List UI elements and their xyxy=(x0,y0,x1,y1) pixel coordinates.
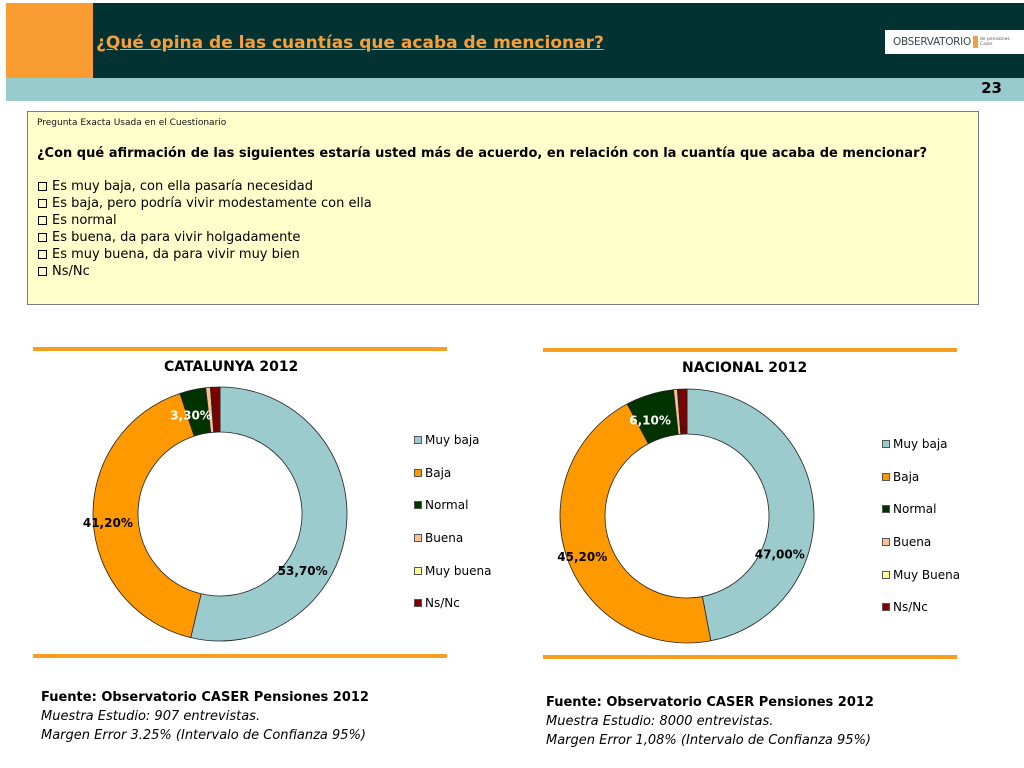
legend-item: Ns/Nc xyxy=(414,587,491,620)
legend-label: Muy baja xyxy=(893,437,948,452)
source-margin: Margen Error 3.25% (Intervalo de Confian… xyxy=(41,728,366,743)
legend-label: Baja xyxy=(425,465,452,480)
donut-slice-baja xyxy=(92,392,202,639)
option-label: Es baja, pero podría vivir modestamente … xyxy=(52,196,372,211)
legend-label: Normal xyxy=(425,498,469,513)
page-number: 23 xyxy=(981,79,1002,97)
legend-item: Baja xyxy=(414,457,491,490)
donut-slice-muy-baja xyxy=(190,386,348,642)
legend-item: Muy baja xyxy=(882,428,960,461)
donut-slice-muy-baja xyxy=(686,388,815,642)
question-option: Es muy buena, da para vivir muy bien xyxy=(37,246,969,263)
legend-label: Normal xyxy=(893,502,937,517)
question-option: Es muy baja, con ella pasaría necesidad xyxy=(37,178,969,195)
legend-swatch-icon xyxy=(882,570,890,579)
legend-label: Ns/Nc xyxy=(893,600,928,615)
slide-title[interactable]: ¿Qué opina de las cuantías que acaba de … xyxy=(96,33,604,53)
legend-swatch-icon xyxy=(414,436,422,445)
logo-text: OBSERVATORIO xyxy=(893,36,971,48)
data-label-baja: 45,20% xyxy=(557,550,607,564)
data-label-baja: 41,20% xyxy=(83,516,133,530)
source-sample: Muestra Estudio: 907 entrevistas. xyxy=(41,709,261,724)
legend-label: Muy buena xyxy=(425,563,492,578)
legend-swatch-icon xyxy=(882,440,890,449)
question-options: Es muy baja, con ella pasaría necesidad … xyxy=(37,178,969,280)
legend-item: Muy Buena xyxy=(882,558,960,591)
observatorio-logo: OBSERVATORIO de pensiones Caser xyxy=(885,30,1024,54)
chart-title-nacional: NACIONAL 2012 xyxy=(682,360,808,376)
source-sample: Muestra Estudio: 8000 entrevistas. xyxy=(546,714,774,729)
legend-item: Normal xyxy=(882,493,960,526)
legend-catalunya: Muy baja Baja Normal Buena Muy buena Ns/Nc xyxy=(414,424,491,620)
legend-swatch-icon xyxy=(414,468,422,477)
donut-slice-ns-nc xyxy=(677,388,688,435)
question-text: ¿Con qué afirmación de las siguientes es… xyxy=(37,146,928,161)
checkbox-icon xyxy=(38,216,47,225)
chart-top-rule xyxy=(33,347,447,351)
donut-chart-nacional: 47,00% 45,20% 6,10% xyxy=(557,388,815,644)
donut-slice-ns-nc xyxy=(210,386,221,433)
legend-item: Buena xyxy=(414,522,491,555)
legend-label: Baja xyxy=(893,469,920,484)
donut-chart-catalunya: 53,70% 41,20% 3,30% xyxy=(83,386,348,642)
header-bar xyxy=(93,3,1024,78)
logo-sub-line1: de pensiones xyxy=(979,37,1010,42)
data-label-normal: 3,30% xyxy=(170,409,212,423)
chart-title-catalunya: CATALUNYA 2012 xyxy=(164,359,299,375)
data-label-normal: 6,10% xyxy=(629,413,671,427)
legend-item: Muy buena xyxy=(414,554,491,587)
legend-swatch-icon xyxy=(414,501,422,510)
question-caption: Pregunta Exacta Usada en el Cuestionario xyxy=(37,118,227,128)
legend-swatch-icon xyxy=(882,505,890,514)
legend-item: Buena xyxy=(882,526,960,559)
legend-item: Baja xyxy=(882,461,960,494)
data-label-muy-baja: 53,70% xyxy=(278,564,328,578)
legend-item: Normal xyxy=(414,489,491,522)
chart-bottom-rule xyxy=(33,654,447,658)
source-nacional: Fuente: Observatorio CASER Pensiones 201… xyxy=(546,693,874,750)
legend-swatch-icon xyxy=(414,599,422,608)
legend-item: Ns/Nc xyxy=(882,591,960,624)
header-band xyxy=(6,78,1024,101)
legend-swatch-icon xyxy=(882,603,890,612)
legend-label: Muy baja xyxy=(425,433,480,448)
option-label: Es muy buena, da para vivir muy bien xyxy=(52,247,300,262)
legend-label: Muy Buena xyxy=(893,567,961,582)
legend-swatch-icon xyxy=(414,566,422,575)
legend-swatch-icon xyxy=(414,534,422,543)
chart-top-rule xyxy=(543,348,957,352)
question-box: Pregunta Exacta Usada en el Cuestionario… xyxy=(27,111,979,305)
logo-subtext: de pensiones Caser xyxy=(980,37,1010,47)
legend-swatch-icon xyxy=(882,538,890,547)
checkbox-icon xyxy=(38,250,47,259)
legend-nacional: Muy baja Baja Normal Buena Muy Buena Ns/Nc xyxy=(882,428,960,624)
source-margin: Margen Error 1,08% (Intervalo de Confian… xyxy=(546,733,871,748)
question-option: Es buena, da para vivir holgadamente xyxy=(37,229,969,246)
data-label-muy-baja: 47,00% xyxy=(755,548,805,562)
legend-label: Buena xyxy=(425,531,464,546)
source-title: Fuente: Observatorio CASER Pensiones 201… xyxy=(546,695,874,710)
logo-sub-line2: Caser xyxy=(979,42,993,47)
logo-mark-icon xyxy=(972,36,978,48)
source-title: Fuente: Observatorio CASER Pensiones 201… xyxy=(41,690,369,705)
question-option: Es normal xyxy=(37,212,969,229)
option-label: Es muy baja, con ella pasaría necesidad xyxy=(52,179,313,194)
legend-label: Ns/Nc xyxy=(425,596,460,611)
question-option: Ns/Nc xyxy=(37,263,969,280)
option-label: Es buena, da para vivir holgadamente xyxy=(52,230,301,245)
checkbox-icon xyxy=(38,267,47,276)
option-label: Es normal xyxy=(52,213,117,228)
checkbox-icon xyxy=(38,182,47,191)
donut-slice-baja xyxy=(559,403,712,644)
header-accent-block xyxy=(6,3,93,78)
question-option: Es baja, pero podría vivir modestamente … xyxy=(37,195,969,212)
legend-swatch-icon xyxy=(882,472,890,481)
source-catalunya: Fuente: Observatorio CASER Pensiones 201… xyxy=(41,688,369,745)
legend-item: Muy baja xyxy=(414,424,491,457)
checkbox-icon xyxy=(38,199,47,208)
checkbox-icon xyxy=(38,233,47,242)
legend-label: Buena xyxy=(893,535,932,550)
option-label: Ns/Nc xyxy=(52,264,90,279)
chart-bottom-rule xyxy=(543,655,957,659)
